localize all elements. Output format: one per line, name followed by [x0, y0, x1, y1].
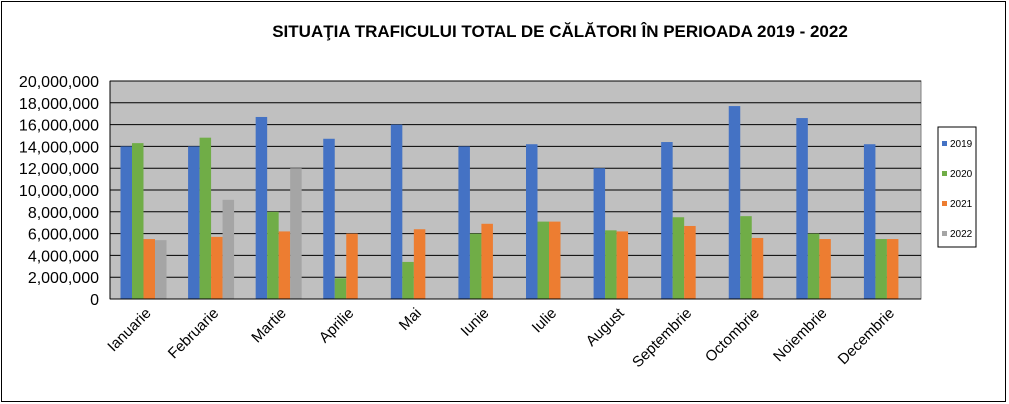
bar-2021-noiembrie [819, 239, 831, 299]
bar-2019-februarie [188, 146, 200, 299]
legend-swatch [942, 231, 947, 236]
bar-2019-noiembrie [796, 118, 808, 299]
bars-group [120, 106, 899, 299]
bar-2021-septembrie [684, 225, 696, 299]
x-tick-label: Iulie [529, 305, 560, 336]
y-tick-label: 20,000,000 [19, 74, 99, 91]
y-tick-label: 12,000,000 [19, 161, 99, 178]
bar-2021-ianuarie [143, 239, 155, 299]
x-tick-label: Octombrie [702, 305, 763, 366]
bar-2020-aprilie [334, 278, 347, 299]
y-tick-label: 18,000,000 [19, 96, 99, 113]
x-tick-label: Martie [248, 305, 289, 346]
y-tick-labels: 0 2,000,000 4,000,000 6,000,000 8,000,000 10,… [19, 74, 99, 309]
bar-2021-iunie [481, 223, 493, 299]
y-tick-label: 14,000,000 [19, 139, 99, 156]
y-tick-label: 0 [90, 292, 99, 309]
legend-label: 2021 [950, 199, 973, 210]
y-tick-label: 6,000,000 [28, 227, 99, 244]
legend-swatch [942, 171, 947, 176]
bar-2021-mai [413, 229, 426, 299]
bar-2020-august [605, 230, 617, 299]
bar-2021-decembrie [886, 239, 899, 299]
bar-2020-decembrie [875, 239, 887, 299]
bar-2020-iulie [537, 221, 549, 299]
x-tick-label: Decembrie [835, 305, 898, 368]
y-tick-label: 2,000,000 [28, 270, 99, 287]
bar-2021-aprilie [346, 233, 358, 299]
bar-2019-decembrie [863, 144, 876, 299]
bar-2020-ianuarie [132, 143, 144, 299]
x-tick-label: Noiembrie [770, 305, 830, 365]
y-tick-label: 16,000,000 [19, 118, 99, 135]
bar-2020-mai [402, 261, 414, 299]
bar-2020-septembrie [672, 217, 685, 299]
bar-2021-iulie [549, 221, 561, 299]
x-tick-label: August [583, 304, 629, 350]
x-tick-label: Iunie [458, 305, 493, 340]
x-tick-label: Mai [396, 305, 425, 334]
bar-2019-mai [390, 124, 403, 299]
x-tick-labels: Ianuarie Februarie Martie Aprilie Mai Iunie Iu… [104, 304, 898, 371]
bar-2019-ianuarie [120, 146, 132, 299]
bar-2019-martie [255, 116, 268, 299]
x-tick-label: Aprilie [316, 305, 357, 346]
chart-title: SITUAŢIA TRAFICULUI TOTAL DE CĂLĂTORI ÎN… [272, 22, 848, 41]
gridlines [110, 80, 921, 278]
bar-2021-februarie [211, 236, 223, 299]
y-tick-label: 10,000,000 [19, 183, 99, 200]
legend: 2019 2020 2021 2022 [942, 139, 973, 240]
bar-2020-februarie [199, 137, 212, 299]
bar-2019-octombrie [728, 106, 741, 299]
bar-2019-aprilie [323, 138, 335, 299]
bar-2020-octombrie [740, 216, 752, 299]
x-tick-label: Ianuarie [104, 305, 154, 355]
bar-2019-iunie [458, 146, 470, 299]
bar-2020-noiembrie [807, 233, 820, 299]
legend-label: 2020 [950, 169, 973, 180]
bar-2022-februarie [222, 199, 235, 299]
y-tick-label: 8,000,000 [28, 205, 99, 222]
bar-2019-august [593, 168, 606, 299]
legend-label: 2022 [950, 229, 973, 240]
bar-2019-septembrie [661, 142, 673, 299]
bar-2021-martie [278, 231, 291, 299]
legend-label: 2019 [950, 139, 973, 150]
legend-swatch [942, 141, 947, 146]
bar-2021-august [616, 231, 629, 299]
bar-2021-octombrie [751, 237, 764, 299]
bar-2020-martie [267, 211, 279, 299]
x-tick-label: Septembrie [629, 305, 695, 371]
bar-2020-iunie [469, 233, 482, 299]
bar-2019-iulie [526, 144, 538, 299]
legend-box [937, 126, 977, 248]
legend-swatch [942, 201, 947, 206]
bar-2022-martie [290, 168, 302, 299]
bar-2022-ianuarie [155, 240, 167, 299]
x-tick-label: Februarie [165, 305, 222, 362]
y-tick-label: 4,000,000 [28, 248, 99, 265]
